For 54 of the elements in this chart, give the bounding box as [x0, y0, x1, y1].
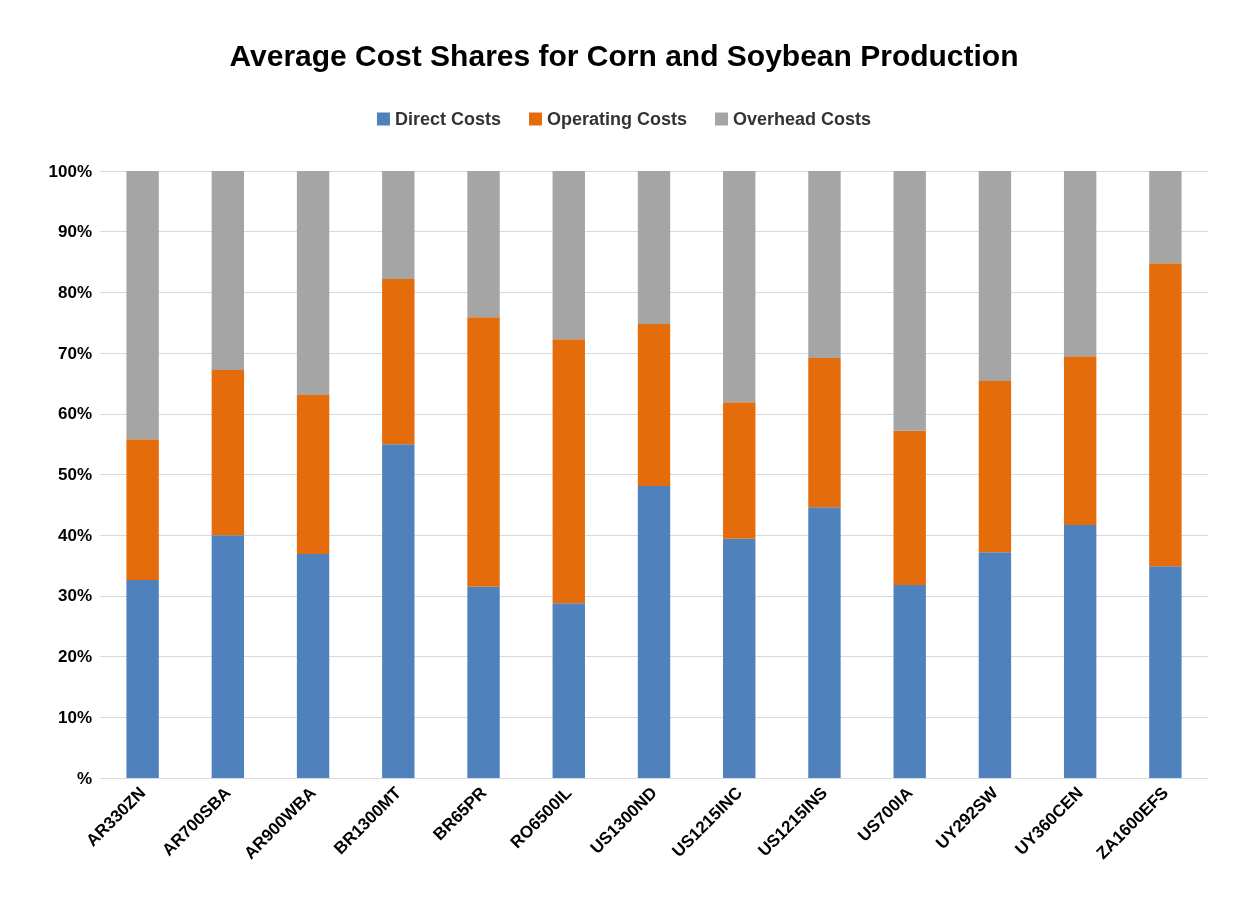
bar: [467, 171, 500, 318]
bar: [1063, 524, 1097, 778]
bar: [1149, 171, 1182, 264]
y-tick-label: 50%: [57, 465, 92, 484]
bar: [893, 171, 926, 431]
y-tick-label: 70%: [57, 343, 92, 363]
bar: [637, 171, 671, 324]
bar: [467, 586, 500, 778]
y-tick-label: %: [76, 768, 92, 788]
bar: [808, 507, 841, 778]
bar: [978, 381, 1012, 553]
bar: [723, 402, 756, 539]
y-tick-label: 10%: [57, 707, 92, 727]
y-tick-label: 60%: [57, 404, 92, 424]
bar: [552, 339, 585, 604]
bar: [893, 430, 926, 585]
y-tick-label: 90%: [57, 222, 92, 242]
y-tick-label: 100%: [48, 161, 92, 181]
bar: [637, 486, 671, 778]
bar: [637, 323, 671, 487]
bar: [296, 394, 330, 555]
bar: [296, 554, 330, 778]
bar: [723, 171, 756, 403]
bar: [552, 603, 585, 778]
legend-label: Overhead Costs: [733, 109, 872, 129]
y-tick-label: 30%: [57, 586, 92, 606]
y-tick-label: 20%: [57, 647, 92, 667]
bar: [211, 370, 245, 536]
bar: [723, 538, 756, 778]
bar: [1149, 263, 1182, 567]
bar: [1063, 356, 1097, 525]
bar: [893, 584, 926, 778]
bar: [808, 357, 841, 508]
bar: [126, 580, 159, 778]
bar: [552, 171, 585, 340]
legend-label: Direct Costs: [394, 109, 501, 129]
bar: [1149, 566, 1182, 778]
y-tick-label: 40%: [57, 525, 92, 545]
bar: [978, 552, 1012, 778]
bar: [978, 171, 1012, 382]
bar: [382, 171, 415, 280]
y-tick-label: 80%: [57, 282, 92, 302]
bar: [211, 535, 245, 778]
bar: [1063, 171, 1097, 357]
bar: [211, 171, 245, 371]
bar: [126, 171, 159, 440]
bar: [296, 171, 330, 395]
legend-label: Operating Costs: [546, 109, 688, 129]
bar: [808, 171, 841, 358]
bar: [382, 279, 415, 445]
bar: [126, 439, 159, 581]
bar: [467, 317, 500, 587]
bar: [382, 444, 415, 778]
chart-title: Average Cost Shares for Corn and Soybean Production: [229, 38, 1019, 72]
